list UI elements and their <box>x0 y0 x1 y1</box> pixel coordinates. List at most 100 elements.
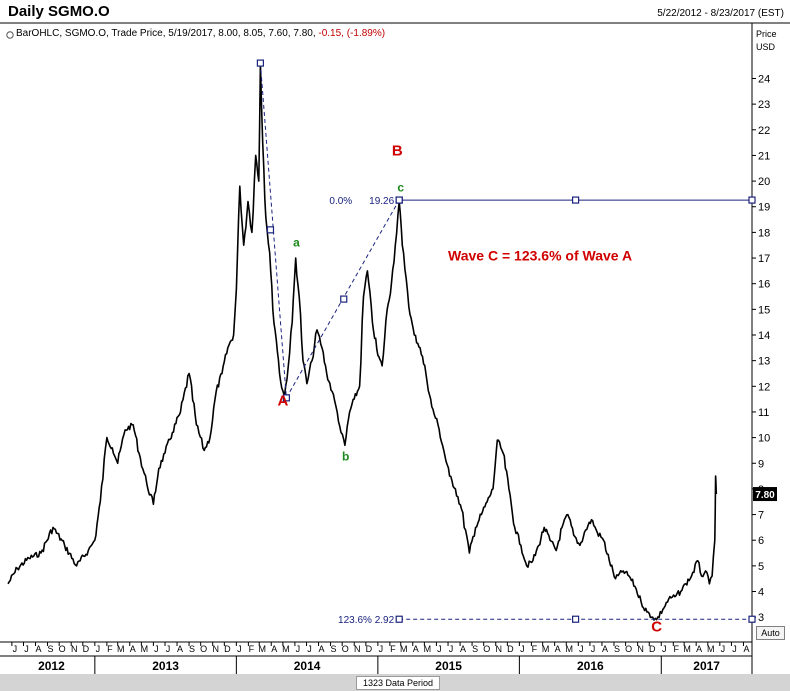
fib-level-handle <box>748 615 756 623</box>
y-tick-label: 18 <box>758 227 770 239</box>
x-month-label: O <box>342 644 349 654</box>
x-month-label: J <box>732 644 737 654</box>
y-tick-label: 10 <box>758 433 770 445</box>
y-tick-label: 19 <box>758 202 770 214</box>
x-year-label: 2015 <box>435 659 462 673</box>
x-month-label: S <box>48 644 54 654</box>
x-month-label: J <box>166 644 171 654</box>
x-month-label: J <box>237 644 242 654</box>
footer-bar: 1323 Data Period <box>0 674 790 691</box>
x-month-label: M <box>400 644 408 654</box>
wave-label: B <box>392 142 403 159</box>
last-price-label: 7.80 <box>755 490 775 501</box>
x-month-label: A <box>696 644 702 654</box>
x-year-label: 2017 <box>693 659 720 673</box>
wave-line-handle <box>266 226 275 234</box>
x-month-label: J <box>154 644 159 654</box>
y-tick-label: 11 <box>758 407 769 419</box>
series-legend-change: -0.15, (-1.89%) <box>318 28 386 39</box>
x-month-label: J <box>13 644 18 654</box>
data-period-label: 1323 Data Period <box>356 676 440 690</box>
wave-label: c <box>397 180 404 194</box>
annotation-text: Wave C = 123.6% of Wave A <box>448 248 632 264</box>
x-month-label: N <box>495 644 502 654</box>
fib-level-label: 123.6% 2.92 <box>338 615 395 626</box>
x-month-label: A <box>413 644 419 654</box>
chart-title: Daily SGMO.O <box>8 3 110 20</box>
x-month-label: M <box>683 644 691 654</box>
fib-level-value-label: 19.26 <box>369 196 394 207</box>
y-tick-label: 13 <box>758 356 770 368</box>
series-legend-label: BarOHLC, SGMO.O, Trade Price, 5/19/2017,… <box>16 28 316 39</box>
x-month-label: M <box>424 644 432 654</box>
fib-level-handle <box>395 615 403 623</box>
x-month-label: N <box>212 644 219 654</box>
auto-scale-button[interactable]: Auto <box>756 626 785 640</box>
overlay-layer: 0.0% 19.26 123.6% 2.92 A B Ca b c Wave C = 123.6… <box>256 59 777 635</box>
x-month-label: F <box>390 644 396 654</box>
x-month-label: D <box>366 644 373 654</box>
x-month-label: N <box>354 644 361 654</box>
x-year-label: 2014 <box>294 659 321 673</box>
x-month-label: J <box>307 644 312 654</box>
x-month-label: D <box>224 644 231 654</box>
x-month-label: S <box>614 644 620 654</box>
x-month-label: A <box>602 644 608 654</box>
x-month-label: O <box>625 644 632 654</box>
x-month-label: S <box>331 644 337 654</box>
axes-layer: 3456789101112131415161718192021222324JJA… <box>0 22 790 674</box>
legend-marker-icon <box>6 31 14 39</box>
x-month-label: F <box>107 644 113 654</box>
x-month-label: S <box>472 644 478 654</box>
x-month-label: O <box>200 644 207 654</box>
wave-label: b <box>342 450 349 464</box>
wave-line-handle <box>282 394 290 402</box>
fib-level-label: 0.0% <box>329 196 352 207</box>
wave-label: a <box>293 236 300 250</box>
x-month-label: M <box>707 644 715 654</box>
y-tick-label: 3 <box>758 612 764 624</box>
x-month-label: O <box>483 644 490 654</box>
x-month-label: J <box>662 644 667 654</box>
x-month-label: A <box>319 644 325 654</box>
x-month-label: D <box>83 644 90 654</box>
x-month-label: J <box>579 644 584 654</box>
x-month-label: A <box>555 644 561 654</box>
y-tick-label: 7 <box>758 510 764 522</box>
x-month-label: J <box>96 644 101 654</box>
y-tick-label: 17 <box>758 253 770 265</box>
wave-label: A <box>277 393 288 410</box>
x-month-label: A <box>36 644 42 654</box>
wave-line-handle <box>256 59 264 67</box>
x-year-label: 2013 <box>152 659 179 673</box>
x-month-label: A <box>743 644 749 654</box>
x-month-label: M <box>258 644 266 654</box>
y-tick-label: 4 <box>758 587 764 599</box>
fib-level-handle <box>571 615 580 623</box>
last-price-box <box>753 487 777 502</box>
wave-line-handle <box>340 295 348 303</box>
x-month-label: F <box>674 644 680 654</box>
x-month-label: J <box>437 644 442 654</box>
x-month-label: M <box>566 644 574 654</box>
x-month-label: J <box>449 644 454 654</box>
y-tick-label: 23 <box>758 99 770 111</box>
x-month-label: F <box>532 644 538 654</box>
wave-label: C <box>651 618 662 635</box>
price-axis-header: Price USD <box>756 28 777 54</box>
y-tick-label: 21 <box>758 150 770 162</box>
x-month-label: J <box>296 644 301 654</box>
x-month-label: J <box>721 644 726 654</box>
x-month-label: D <box>649 644 656 654</box>
x-month-label: F <box>249 644 255 654</box>
y-tick-label: 15 <box>758 304 770 316</box>
x-year-label: 2012 <box>38 659 65 673</box>
y-tick-label: 12 <box>758 381 770 393</box>
series-legend: BarOHLC, SGMO.O, Trade Price, 5/19/2017,… <box>16 28 385 39</box>
x-month-label: A <box>130 644 136 654</box>
y-tick-label: 9 <box>758 458 764 470</box>
price-series-line <box>7 62 718 621</box>
x-month-label: M <box>282 644 290 654</box>
